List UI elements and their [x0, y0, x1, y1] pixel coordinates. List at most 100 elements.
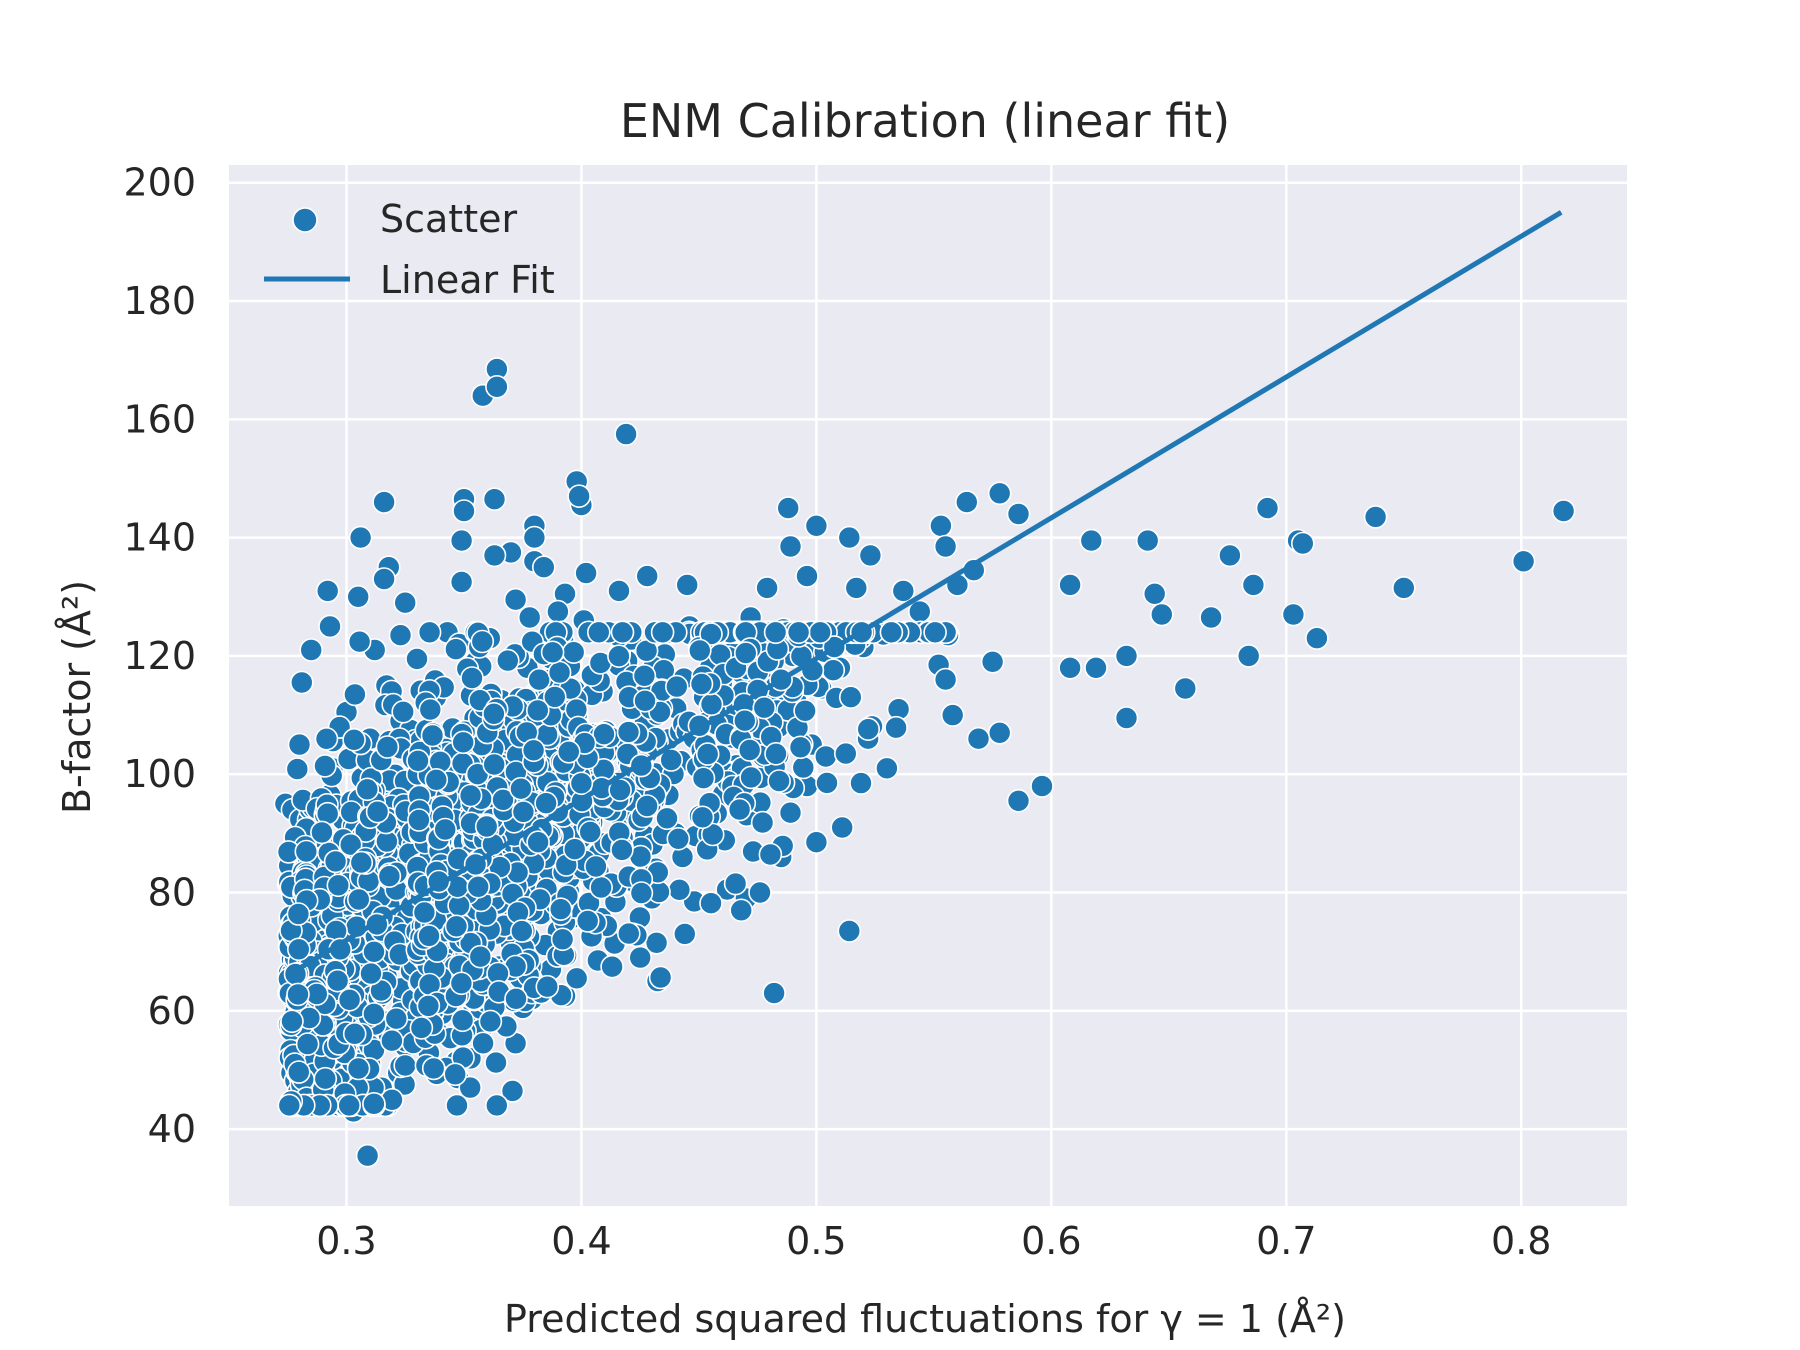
legend: Scatter Linear Fit — [264, 197, 555, 302]
scatter-point — [837, 525, 862, 550]
scatter-point — [362, 1092, 386, 1116]
scatter-point — [954, 490, 979, 514]
y-tick-label: 60 — [148, 989, 196, 1033]
scatter-point — [815, 771, 839, 795]
scatter-point — [337, 1093, 362, 1118]
scatter-point — [556, 739, 581, 764]
scatter-point — [755, 576, 779, 600]
scatter-point — [295, 1032, 320, 1056]
scatter-point — [417, 924, 441, 948]
scatter-point — [412, 900, 437, 925]
scatter-point — [1150, 602, 1174, 627]
scatter-point — [375, 735, 400, 759]
scatter-point — [758, 842, 783, 867]
scatter-point — [752, 695, 777, 720]
scatter-point — [723, 871, 748, 896]
scatter-point — [856, 717, 881, 742]
scatter-point — [804, 830, 829, 855]
scatter-point — [338, 832, 363, 857]
scatter-point — [1241, 573, 1266, 597]
scatter-point — [778, 800, 803, 825]
scatter-point — [1236, 644, 1261, 668]
scatter-point — [849, 771, 873, 795]
scatter-point — [650, 620, 675, 645]
scatter-point — [362, 1002, 386, 1026]
scatter-point — [632, 663, 657, 688]
legend-fit-label: Linear Fit — [380, 258, 555, 302]
scatter-point — [666, 826, 691, 851]
scatter-point — [748, 880, 772, 905]
y-tick-label: 140 — [123, 516, 196, 560]
scatter-point — [359, 961, 383, 986]
x-axis-label: Predicted squared fluctuations for γ = 1… — [504, 1297, 1346, 1341]
scatter-point — [616, 720, 641, 744]
scatter-point — [592, 722, 616, 747]
scatter-point — [323, 849, 348, 874]
scatter-point — [1551, 499, 1576, 523]
scatter-point — [1006, 502, 1031, 526]
scatter-point — [325, 968, 350, 993]
x-tick-label: 0.3 — [316, 1219, 376, 1263]
scatter-point — [1363, 505, 1388, 529]
scatter-point — [564, 966, 589, 991]
scatter-point — [286, 982, 310, 1007]
scatter-point — [837, 919, 862, 943]
scatter-point — [729, 898, 754, 923]
scatter-point — [562, 837, 587, 862]
x-tick-label: 0.8 — [1491, 1219, 1551, 1263]
scatter-point — [517, 605, 542, 630]
scatter-point — [449, 570, 474, 594]
scatter-point — [687, 638, 712, 663]
scatter-point — [737, 738, 762, 762]
scatter-point — [388, 623, 413, 648]
scatter-point — [409, 1016, 434, 1040]
scatter-point — [310, 820, 334, 845]
scatter-point — [346, 584, 371, 609]
x-tick-label: 0.6 — [1021, 1219, 1081, 1263]
scatter-point — [509, 919, 534, 943]
y-tick-label: 120 — [123, 634, 196, 678]
scatter-point — [458, 783, 483, 808]
scatter-point — [466, 874, 491, 899]
scatter-point — [482, 487, 507, 512]
scatter-point — [788, 735, 813, 760]
scatter-point — [610, 838, 634, 862]
scatter-point — [739, 765, 763, 790]
scatter-point — [289, 670, 314, 695]
scatter-point — [346, 1056, 371, 1081]
scatter-point — [933, 534, 958, 559]
scatter-point — [280, 1009, 304, 1034]
scatter-point — [1058, 573, 1082, 597]
scatter-point — [561, 640, 586, 665]
scatter-point — [1291, 531, 1315, 556]
scatter-point — [695, 742, 720, 766]
scatter-point — [406, 748, 430, 773]
scatter-point — [299, 638, 324, 662]
scatter-point — [1079, 528, 1104, 553]
scatter-point — [804, 513, 829, 538]
scatter-point — [365, 799, 390, 824]
scatter-point — [526, 830, 550, 855]
scatter-point — [380, 1028, 404, 1053]
scatter-point — [540, 640, 565, 665]
scatter-point — [484, 1050, 508, 1075]
scatter-point — [503, 587, 528, 612]
scatter-point — [689, 672, 714, 696]
scatter-point — [471, 1031, 495, 1056]
scatter-point — [672, 922, 697, 946]
scatter-point — [495, 648, 520, 673]
scatter-point — [791, 755, 816, 780]
x-tick-labels: 0.3 0.4 0.5 0.6 0.7 0.8 — [316, 1219, 1551, 1263]
scatter-point — [416, 994, 441, 1018]
scatter-point — [421, 1056, 446, 1081]
scatter-point — [667, 877, 692, 902]
scatter-point — [474, 814, 499, 839]
scatter-point — [767, 769, 791, 793]
scatter-point — [313, 754, 337, 778]
scatter-point — [460, 666, 484, 690]
scatter-point — [326, 873, 351, 898]
scatter-point — [277, 1093, 302, 1118]
scatter-point — [830, 815, 855, 840]
scatter-point — [433, 817, 458, 842]
scatter-point — [443, 1062, 468, 1087]
